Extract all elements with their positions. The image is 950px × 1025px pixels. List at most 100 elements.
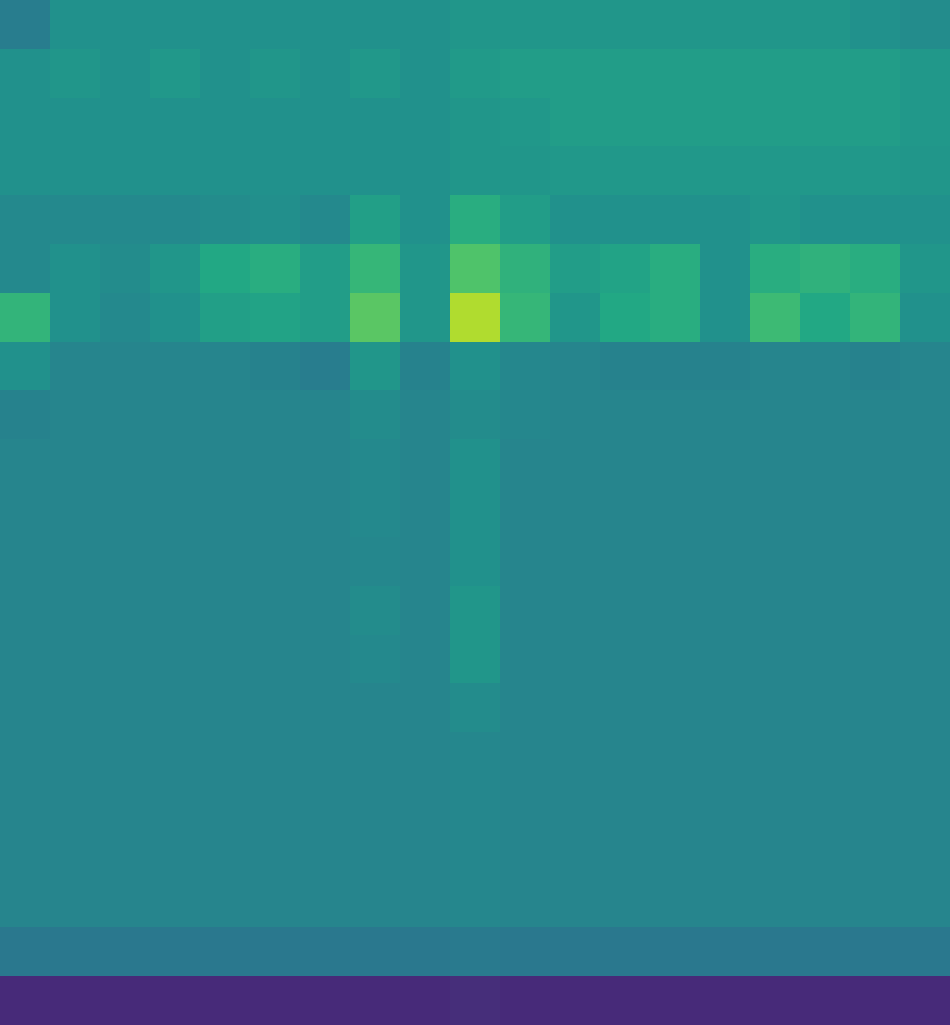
cell [500,635,551,684]
cell [100,781,151,831]
cell [0,0,51,50]
cell [800,683,851,733]
cell [500,244,551,294]
cell [250,537,301,587]
cell [900,586,950,636]
cell [450,635,501,684]
cell [100,195,151,245]
cell [150,293,201,343]
cell [250,0,301,50]
cell [200,49,251,99]
cell [650,98,701,147]
cell [900,98,950,147]
cell [650,635,701,684]
cell [100,0,151,50]
cell [800,927,851,977]
cell [250,244,301,294]
cell [400,195,451,245]
cell [200,781,251,831]
cell [850,879,901,928]
cell [50,586,101,636]
cell [400,830,451,880]
cell [850,342,901,391]
cell [350,976,401,1025]
cell [200,342,251,391]
cell [250,683,301,733]
cell [400,244,451,294]
cell [250,586,301,636]
cell [500,146,551,196]
cell [750,879,801,928]
cell [650,49,701,99]
cell [700,342,751,391]
cell [250,49,301,99]
cell [200,830,251,880]
cell [800,830,851,880]
cell [400,586,451,636]
cell [750,732,801,782]
cell [550,439,601,489]
cell [150,683,201,733]
cell [300,976,351,1025]
cell [500,439,551,489]
cell [100,49,151,99]
cell [400,342,451,391]
cell [600,390,651,440]
cell [0,732,51,782]
cell [100,390,151,440]
cell [500,195,551,245]
cell [200,586,251,636]
cell [450,830,501,880]
cell [400,732,451,782]
cell [50,0,101,50]
cell [50,879,101,928]
cell [750,98,801,147]
cell [900,976,950,1025]
cell [750,927,801,977]
cell [900,732,950,782]
cell [300,390,351,440]
cell [350,390,401,440]
cell [250,488,301,538]
cell [400,635,451,684]
cell [300,879,351,928]
cell [150,439,201,489]
cell [500,342,551,391]
cell [650,732,701,782]
cell [0,830,51,880]
cell [650,439,701,489]
cell [500,390,551,440]
cell [50,49,101,99]
cell [50,146,101,196]
cell [400,49,451,99]
cell [0,293,51,343]
cell [900,781,950,831]
cell [650,293,701,343]
cell [0,976,51,1025]
cell [750,976,801,1025]
cell [900,244,950,294]
cell [0,49,51,99]
cell [50,537,101,587]
cell [0,488,51,538]
cell [300,683,351,733]
cell [350,195,401,245]
cell [650,927,701,977]
cell [50,342,101,391]
cell [0,390,51,440]
cell [200,879,251,928]
cell [250,635,301,684]
cell [650,879,701,928]
cell [750,586,801,636]
cell [600,0,651,50]
cell [800,732,851,782]
cell [500,0,551,50]
cell [250,342,301,391]
cell [50,781,101,831]
cell [350,98,401,147]
cell [200,244,251,294]
cell [350,635,401,684]
cell [500,927,551,977]
cell [750,49,801,99]
cell [700,439,751,489]
